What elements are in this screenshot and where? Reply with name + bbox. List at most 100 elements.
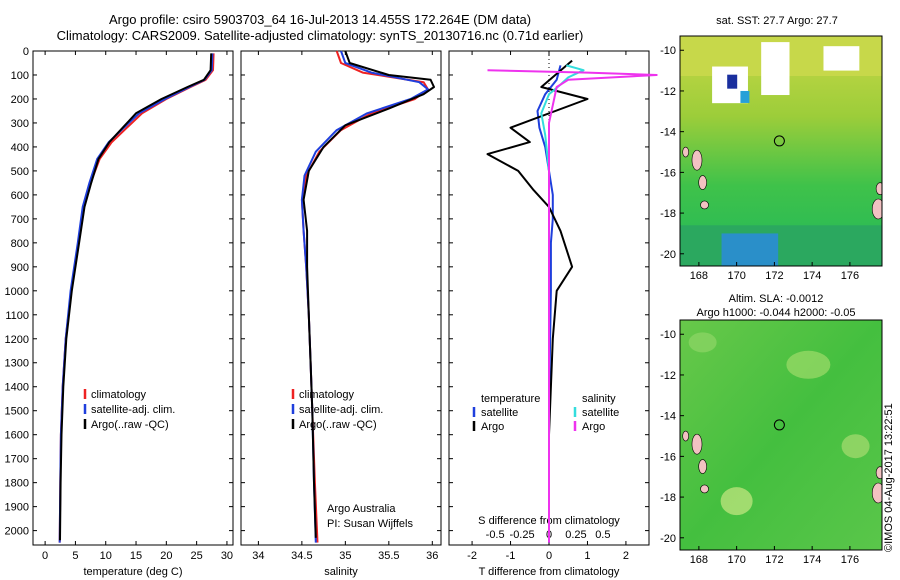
y-tick-label: 1800 [5,478,29,490]
x-tick-label: -1 [506,550,516,562]
map-x-tick-label: 174 [803,554,821,566]
sla-map-title-line2: Argo h1000: -0.044 h2000: -0.05 [696,307,855,319]
series-line [302,50,435,538]
x-axis-label: T difference from climatology [479,566,620,578]
map-y-tick-label: -18 [660,492,676,504]
x-top-tick-label: -0.5 [486,529,505,541]
island [871,198,882,220]
x-tick-label: 0 [546,550,552,562]
x-tick-label: 20 [160,550,172,562]
island [700,200,709,210]
y-tick-label: 1200 [5,334,29,346]
map-frame [679,35,883,267]
y-tick-label: 1300 [5,358,29,370]
map-y-tick-label: -10 [660,45,676,57]
y-tick-label: 1700 [5,454,29,466]
island [875,466,882,479]
map-x-tick-label: 176 [841,270,859,282]
legend-label: Argo [582,421,605,433]
panel-frame [32,50,234,546]
map-field [680,320,882,550]
x-axis-label: salinity [324,566,358,578]
y-tick-label: 500 [11,166,29,178]
y-tick-label: 0 [23,46,29,58]
y-tick-label: 1000 [5,286,29,298]
sla-high [841,434,870,459]
x-tick-label: 10 [100,550,112,562]
sst-map-title: sat. SST: 27.7 Argo: 27.7 [716,15,838,27]
map-x-tick-label: 174 [803,270,821,282]
island [875,182,882,195]
x-tick-label: 34.5 [291,550,312,562]
panel-frame [240,50,442,546]
x-tick-label: 35.5 [378,550,399,562]
map-x-tick-label: 170 [727,270,745,282]
x-tick-label: 15 [130,550,142,562]
no-data-region [761,42,790,96]
island [682,146,689,158]
legend-label: satellite [582,407,619,419]
chart-title-line2: Climatology: CARS2009. Satellite-adjuste… [56,28,584,43]
y-tick-label: 100 [11,70,29,82]
cold-patch [721,233,779,266]
x-axis-label: temperature (deg C) [83,566,182,578]
x-tick-label: 0 [42,550,48,562]
y-tick-label: 900 [11,262,29,274]
x-tick-label: 5 [72,550,78,562]
sla-map: 168 170 172 174 176 -10 -12 -14 -16 -18 -20 [660,319,883,566]
y-tick-label: 1900 [5,502,29,514]
series-line [59,53,213,541]
x-tick-label: 34 [252,550,264,562]
x-tick-label: 30 [221,550,233,562]
legend-label: climatology [91,389,147,401]
sla-high [720,487,753,516]
map-background [680,320,882,550]
annotation-text: Argo Australia [327,503,396,515]
map-x-tick-label: 172 [765,270,783,282]
map-y-tick-label: -18 [660,208,676,220]
x-tick-label: -2 [467,550,477,562]
series-line [58,53,214,543]
cold-pixel [740,90,750,103]
panel-1: 0100200300400500600700800900100011001200… [5,46,234,578]
x-top-tick-label: 0.25 [565,529,586,541]
legend-label: Argo(..raw -QC) [91,419,169,431]
legend-label: Argo [481,421,504,433]
map-y-tick-label: -16 [660,451,676,463]
legend-label: satellite-adj. clim. [91,404,175,416]
legend-label: climatology [299,389,355,401]
cold-pixel [727,74,738,89]
map-y-tick-label: -12 [660,370,676,382]
legend-label: Argo(..raw -QC) [299,419,377,431]
sla-high [688,332,717,353]
map-frame [679,319,883,551]
map-y-tick-label: -12 [660,86,676,98]
series-line [487,69,658,543]
map-y-tick-label: -16 [660,167,676,179]
sla-high [786,350,831,379]
map-x-tick-label: 168 [690,554,708,566]
island [700,484,709,494]
legend-header: salinity [582,393,616,405]
x-tick-label: 2 [623,550,629,562]
island [698,175,707,190]
y-tick-label: 1400 [5,382,29,394]
argo-position-marker [773,135,785,147]
series-line [300,50,429,543]
series-line [540,64,585,543]
x-tick-label: 25 [191,550,203,562]
map-y-tick-label: -14 [660,411,676,423]
series-line [300,50,429,543]
legend-label: satellite-adj. clim. [299,404,383,416]
island [682,430,689,442]
panel-2: 34 34.5 35 35.5 36 salinity climatology satelli… [240,50,442,578]
series-line [58,53,215,543]
x-tick-label: 36 [426,550,438,562]
y-tick-label: 1600 [5,430,29,442]
legend-header: temperature [481,393,540,405]
sst-map: 168 170 172 174 176 -10 -12 -14 -16 -18 -20 [660,35,883,282]
y-tick-label: 700 [11,214,29,226]
no-data-region [823,46,860,71]
legend-label: satellite [481,407,518,419]
